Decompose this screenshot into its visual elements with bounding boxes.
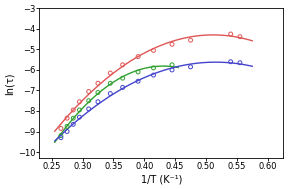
Point (120, 63, 125, 66)
Point (58, 134, 63, 137)
Point (151, 74, 156, 77)
Point (108, 71, 113, 74)
Point (238, 35, 242, 38)
Point (65, 117, 69, 120)
Point (136, 55, 140, 58)
Point (77, 116, 82, 119)
Point (228, 60, 233, 63)
Point (108, 82, 113, 85)
Point (77, 108, 82, 112)
Point (65, 130, 69, 133)
Point (58, 136, 63, 139)
Point (86, 107, 91, 110)
Point (120, 77, 125, 80)
Point (71, 117, 75, 120)
Point (170, 63, 174, 66)
Point (77, 100, 82, 103)
Point (96, 91, 100, 94)
Point (136, 70, 140, 74)
Y-axis label: ln(τ): ln(τ) (5, 72, 15, 94)
Point (151, 49, 156, 52)
Point (86, 90, 91, 93)
Point (71, 108, 75, 112)
Point (151, 66, 156, 69)
Point (136, 80, 140, 83)
Point (188, 39, 193, 42)
Point (170, 43, 174, 46)
Point (238, 61, 242, 64)
Point (65, 125, 69, 128)
Point (188, 65, 193, 68)
Point (170, 68, 174, 71)
Point (120, 86, 125, 89)
Point (228, 33, 233, 36)
Point (86, 99, 91, 102)
Point (96, 100, 100, 103)
Point (71, 123, 75, 126)
Point (108, 92, 113, 95)
X-axis label: 1/T (K⁻¹): 1/T (K⁻¹) (141, 174, 182, 184)
Point (96, 82, 100, 85)
Point (58, 127, 63, 130)
